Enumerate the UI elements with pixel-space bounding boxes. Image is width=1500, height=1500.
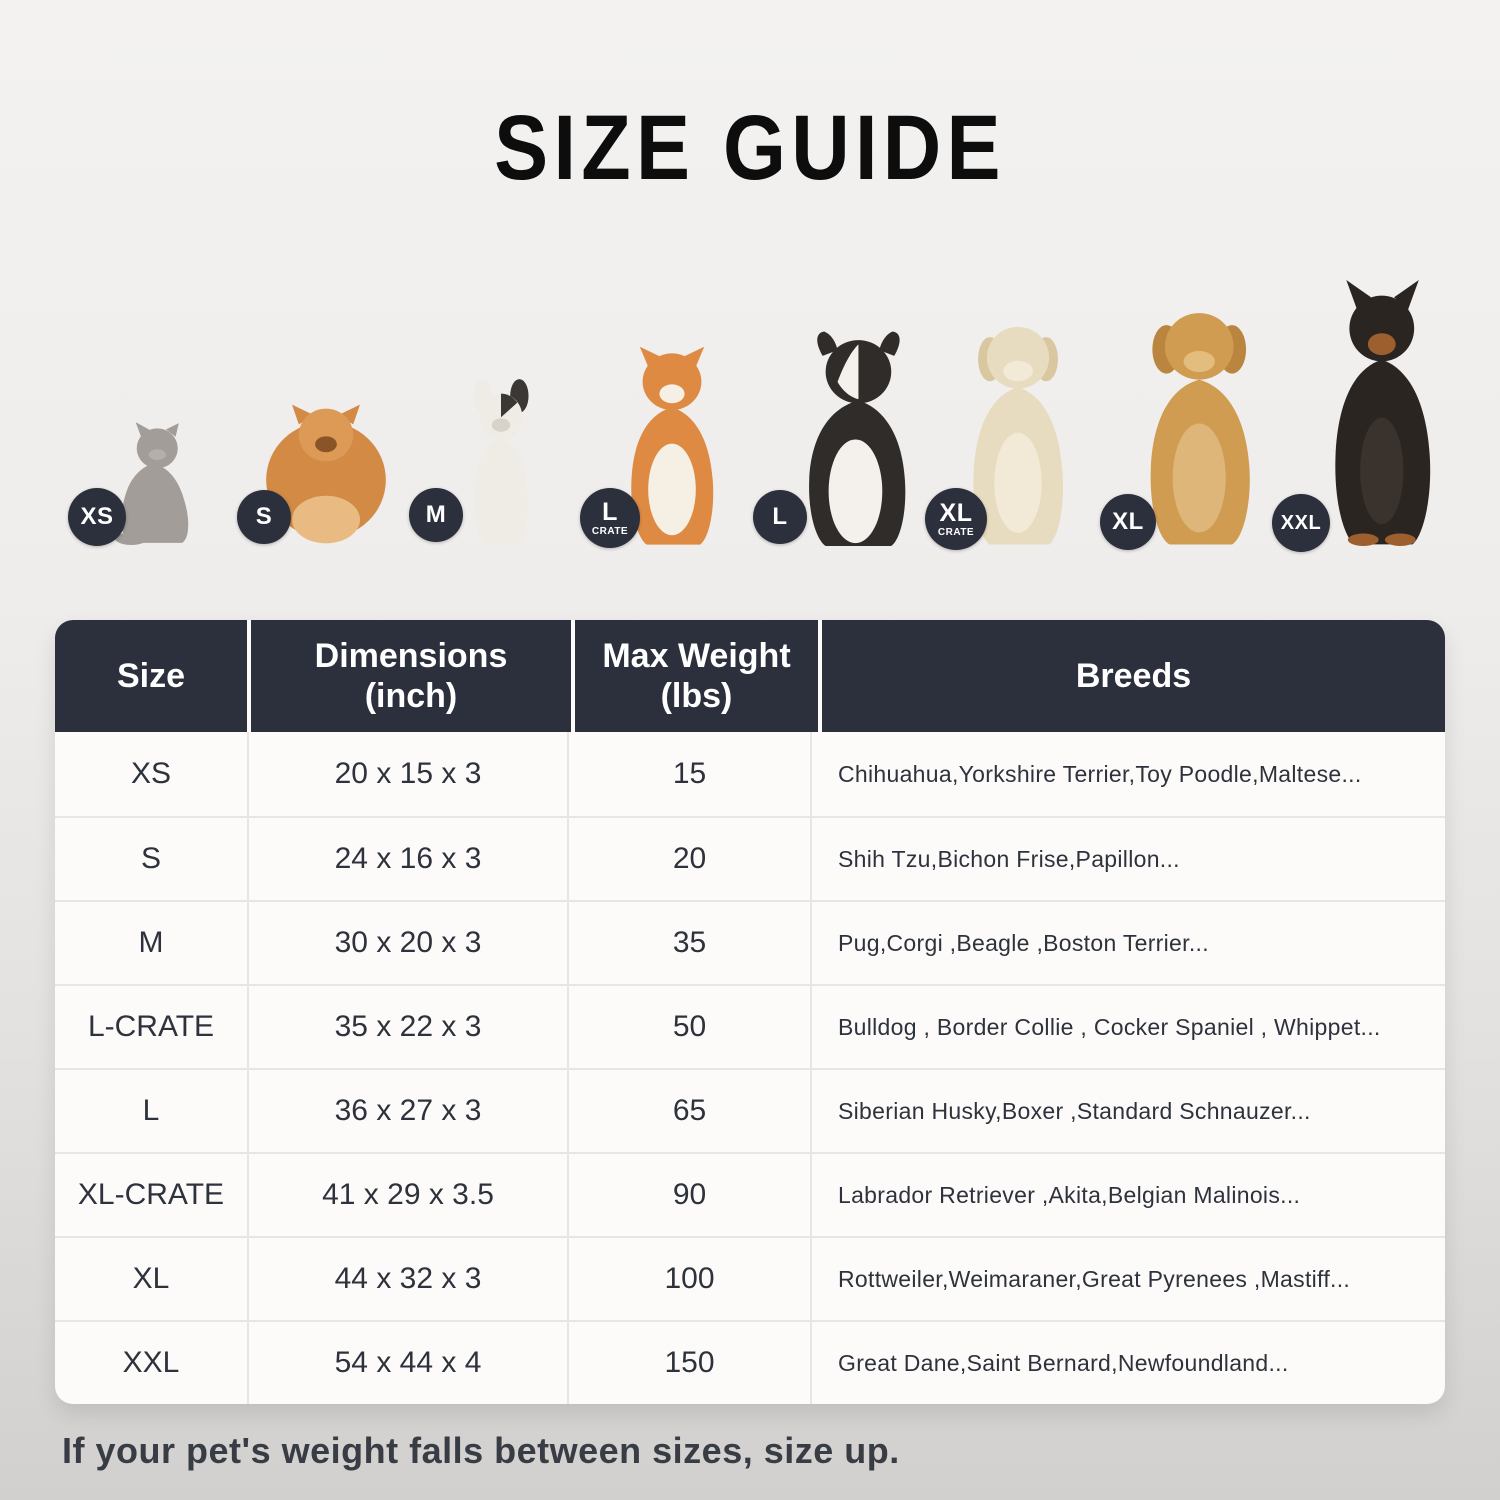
dimensions-cell: 41 x 29 x 3.5 xyxy=(247,1154,567,1236)
shiba-inu-illustration xyxy=(602,344,742,546)
size-table: Size Dimensions (inch) Max Weight (lbs) Breed… xyxy=(55,620,1445,1404)
size-badge-xxl: XXL xyxy=(1272,494,1330,552)
table-row-xl: XL 44 x 32 x 3 100 Rottweiler,Weimaraner,Gr… xyxy=(55,1236,1445,1320)
size-cell: XL-CRATE xyxy=(77,1178,225,1211)
size-guide-title: SIZE GUIDE xyxy=(494,97,1006,199)
dimensions-cell: 35 x 22 x 3 xyxy=(247,986,567,1068)
max-weight-cell: 65 xyxy=(567,1070,810,1152)
size-badge-label: L xyxy=(602,497,618,526)
french-bulldog-illustration xyxy=(450,378,552,546)
column-header-dimensions: Dimensions (inch) xyxy=(251,620,571,732)
size-badge-m: M xyxy=(409,488,463,542)
column-header-breeds: Breeds xyxy=(822,620,1445,732)
size-badge-label: L xyxy=(772,503,788,530)
table-row-s: S 24 x 16 x 3 20 Shih Tzu,Bichon Frise,Papi… xyxy=(55,816,1445,900)
size-badge-l: L xyxy=(753,490,807,544)
size-badge-label: S xyxy=(255,503,273,530)
size-badge-sublabel: CRATE xyxy=(591,525,629,537)
table-row-l: L 36 x 27 x 3 65 Siberian Husky,Boxer ,Stan… xyxy=(55,1068,1445,1152)
dimensions-cell: 54 x 44 x 4 xyxy=(247,1322,567,1404)
column-header-size: Size xyxy=(55,620,247,732)
size-cell: XXL xyxy=(122,1346,180,1379)
max-weight-cell: 20 xyxy=(567,818,810,900)
size-cell: S xyxy=(140,842,161,875)
labrador-retriever-illustration xyxy=(944,318,1092,546)
golden-retriever-illustration xyxy=(1118,304,1282,546)
size-cell: L xyxy=(142,1094,160,1127)
size-badge-sublabel: CRATE xyxy=(937,526,975,538)
dimensions-cell: 36 x 27 x 3 xyxy=(247,1070,567,1152)
table-row-xs: XS 20 x 15 x 3 15 Chihuahua,Yorkshire Terri… xyxy=(55,732,1445,816)
table-body: XS 20 x 15 x 3 15 Chihuahua,Yorkshire Terri… xyxy=(55,732,1445,1404)
size-badge-label: M xyxy=(425,501,447,528)
size-badge-l-crate: L CRATE xyxy=(580,488,640,548)
table-row-xxl: XXL 54 x 44 x 4 150 Great Dane,Saint Bernar… xyxy=(55,1320,1445,1404)
breeds-cell: Labrador Retriever ,Akita,Belgian Malino… xyxy=(810,1154,1445,1236)
table-row-m: M 30 x 20 x 3 35 Pug,Corgi ,Beagle ,Boston … xyxy=(55,900,1445,984)
max-weight-cell: 50 xyxy=(567,986,810,1068)
size-cell: XL xyxy=(132,1262,170,1295)
column-header-max-weight: Max Weight (lbs) xyxy=(575,620,818,732)
size-badge-label: XS xyxy=(80,503,114,530)
dimensions-cell: 20 x 15 x 3 xyxy=(247,732,567,816)
size-cell: L-CRATE xyxy=(87,1010,215,1043)
doberman-illustration xyxy=(1300,280,1462,546)
size-badge-xl: XL xyxy=(1100,494,1156,550)
breeds-cell: Pug,Corgi ,Beagle ,Boston Terrier... xyxy=(810,902,1445,984)
table-header-row: Size Dimensions (inch) Max Weight (lbs) Breed… xyxy=(55,620,1445,732)
footer-note: If your pet's weight falls between sizes… xyxy=(62,1430,900,1471)
breeds-cell: Rottweiler,Weimaraner,Great Pyrenees ,Ma… xyxy=(810,1238,1445,1320)
max-weight-cell: 150 xyxy=(567,1322,810,1404)
max-weight-cell: 100 xyxy=(567,1238,810,1320)
max-weight-cell: 90 xyxy=(567,1154,810,1236)
breeds-cell: Siberian Husky,Boxer ,Standard Schnauzer… xyxy=(810,1070,1445,1152)
breeds-cell: Great Dane,Saint Bernard,Newfoundland... xyxy=(810,1322,1445,1404)
size-cell: XS xyxy=(130,757,172,790)
animal-size-row: XS S M L CRATE L XL CRATE XL xyxy=(0,276,1500,552)
breeds-cell: Bulldog , Border Collie , Cocker Spaniel… xyxy=(810,986,1445,1068)
size-badge-label: XXL xyxy=(1280,512,1322,534)
pomeranian-illustration xyxy=(258,398,394,546)
size-cell: M xyxy=(138,926,164,959)
size-badge-xs: XS xyxy=(68,488,126,546)
size-badge-label: XL xyxy=(939,498,973,527)
dimensions-cell: 30 x 20 x 3 xyxy=(247,902,567,984)
size-badge-label: XL xyxy=(1112,508,1144,535)
max-weight-cell: 35 xyxy=(567,902,810,984)
breeds-cell: Shih Tzu,Bichon Frise,Papillon... xyxy=(810,818,1445,900)
dimensions-cell: 44 x 32 x 3 xyxy=(247,1238,567,1320)
border-collie-illustration xyxy=(766,330,930,546)
cat-illustration xyxy=(100,420,208,546)
dimensions-cell: 24 x 16 x 3 xyxy=(247,818,567,900)
size-badge-s: S xyxy=(237,490,291,544)
max-weight-cell: 15 xyxy=(567,732,810,816)
table-row-l-crate: L-CRATE 35 x 22 x 3 50 Bulldog , Border Col… xyxy=(55,984,1445,1068)
table-row-xl-crate: XL-CRATE 41 x 29 x 3.5 90 Labrador Retrieve… xyxy=(55,1152,1445,1236)
size-badge-xl-crate: XL CRATE xyxy=(925,488,987,550)
breeds-cell: Chihuahua,Yorkshire Terrier,Toy Poodle,M… xyxy=(810,732,1445,816)
